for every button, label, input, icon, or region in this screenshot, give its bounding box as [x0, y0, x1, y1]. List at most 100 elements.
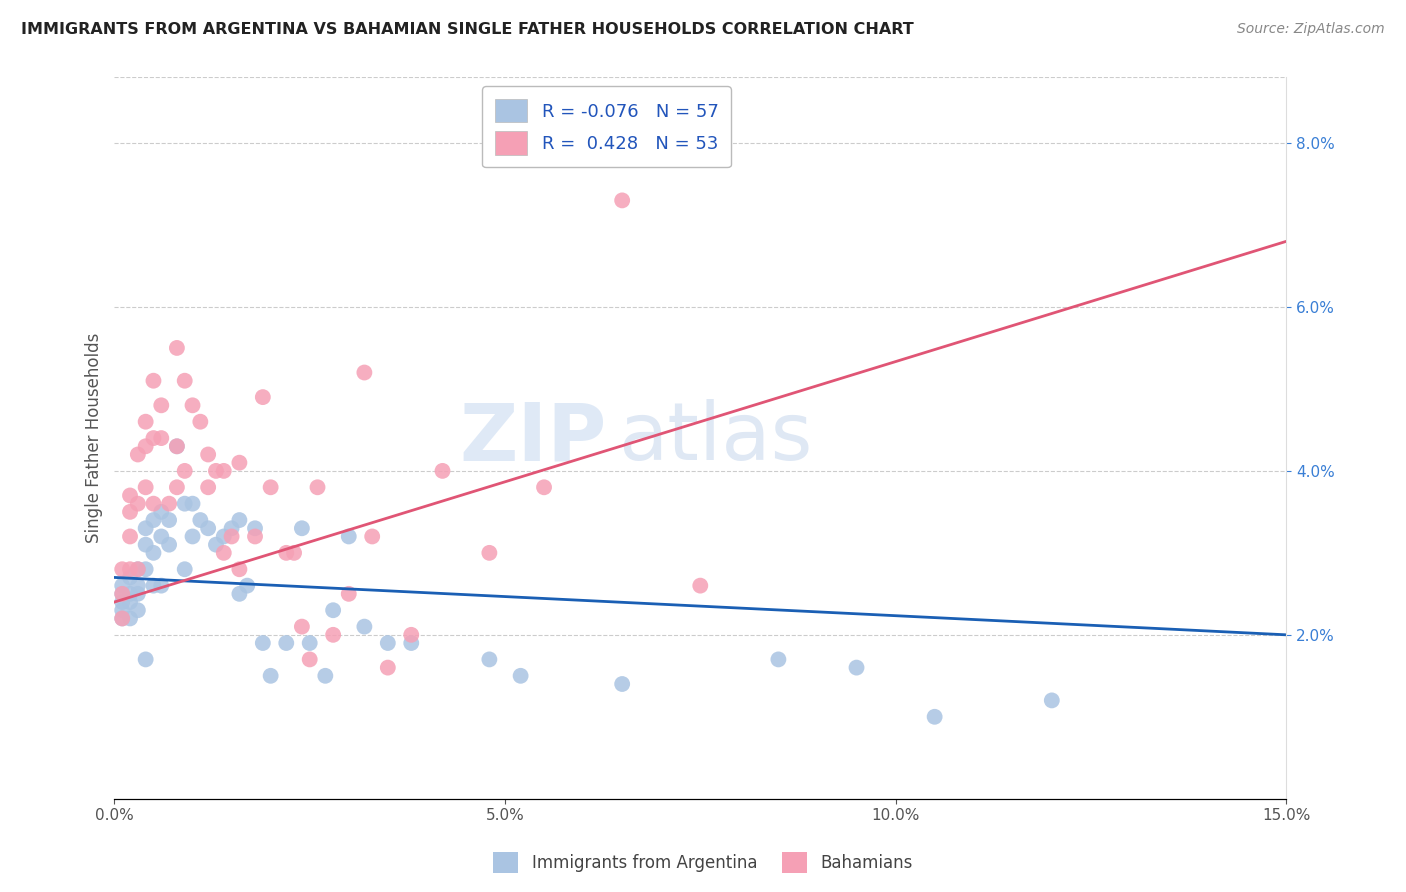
Point: [181, 497, 204, 511]
Point: [135, 538, 157, 552]
Point: [150, 505, 173, 519]
Point: [221, 521, 243, 535]
Point: [291, 521, 314, 535]
Point: [111, 595, 134, 609]
Point: [205, 538, 228, 552]
Point: [118, 595, 141, 609]
Point: [228, 562, 250, 576]
Point: [612, 677, 634, 691]
Point: [181, 529, 204, 543]
Point: [924, 710, 946, 724]
Point: [298, 636, 321, 650]
Point: [478, 546, 501, 560]
Point: [150, 529, 173, 543]
Point: [127, 562, 149, 576]
Point: [118, 488, 141, 502]
Point: [276, 546, 298, 560]
Point: [228, 513, 250, 527]
Point: [111, 579, 134, 593]
Legend: R = -0.076   N = 57, R =  0.428   N = 53: R = -0.076 N = 57, R = 0.428 N = 53: [482, 87, 731, 167]
Point: [188, 513, 211, 527]
Point: [135, 439, 157, 453]
Point: [166, 439, 188, 453]
Text: atlas: atlas: [619, 399, 813, 477]
Point: [127, 562, 149, 576]
Point: [166, 480, 188, 494]
Point: [150, 431, 173, 445]
Point: [212, 529, 235, 543]
Point: [377, 660, 399, 674]
Point: [118, 505, 141, 519]
Point: [314, 669, 336, 683]
Point: [243, 521, 266, 535]
Point: [353, 366, 375, 380]
Point: [127, 603, 149, 617]
Point: [157, 513, 180, 527]
Point: [197, 448, 219, 462]
Point: [127, 579, 149, 593]
Point: [612, 194, 634, 208]
Point: [135, 480, 157, 494]
Point: [142, 546, 165, 560]
Point: [689, 579, 711, 593]
Point: [243, 529, 266, 543]
Text: Source: ZipAtlas.com: Source: ZipAtlas.com: [1237, 22, 1385, 37]
Point: [197, 480, 219, 494]
Point: [142, 579, 165, 593]
Point: [118, 562, 141, 576]
Point: [228, 456, 250, 470]
Point: [768, 652, 790, 666]
Point: [322, 603, 344, 617]
Point: [252, 636, 274, 650]
Point: [276, 636, 298, 650]
Point: [118, 529, 141, 543]
Point: [212, 546, 235, 560]
Point: [307, 480, 329, 494]
Point: [173, 562, 195, 576]
Point: [337, 587, 360, 601]
Point: [111, 587, 134, 601]
Point: [142, 513, 165, 527]
Point: [509, 669, 531, 683]
Point: [291, 619, 314, 633]
Text: ZIP: ZIP: [460, 399, 606, 477]
Point: [181, 398, 204, 412]
Point: [127, 497, 149, 511]
Point: [111, 562, 134, 576]
Point: [322, 628, 344, 642]
Point: [259, 669, 281, 683]
Point: [1040, 693, 1063, 707]
Point: [298, 652, 321, 666]
Point: [221, 529, 243, 543]
Point: [118, 611, 141, 625]
Point: [399, 636, 422, 650]
Point: [150, 579, 173, 593]
Point: [111, 611, 134, 625]
Point: [259, 480, 281, 494]
Point: [127, 448, 149, 462]
Point: [173, 374, 195, 388]
Point: [353, 619, 375, 633]
Point: [135, 521, 157, 535]
Point: [111, 611, 134, 625]
Point: [166, 341, 188, 355]
Point: [111, 587, 134, 601]
Point: [142, 431, 165, 445]
Point: [166, 439, 188, 453]
Point: [533, 480, 555, 494]
Point: [283, 546, 305, 560]
Point: [135, 652, 157, 666]
Point: [118, 587, 141, 601]
Point: [173, 497, 195, 511]
Legend: Immigrants from Argentina, Bahamians: Immigrants from Argentina, Bahamians: [486, 846, 920, 880]
Point: [150, 398, 173, 412]
Y-axis label: Single Father Households: Single Father Households: [86, 333, 103, 543]
Point: [188, 415, 211, 429]
Point: [432, 464, 454, 478]
Point: [361, 529, 384, 543]
Point: [142, 374, 165, 388]
Point: [845, 660, 868, 674]
Point: [228, 587, 250, 601]
Point: [337, 529, 360, 543]
Point: [157, 497, 180, 511]
